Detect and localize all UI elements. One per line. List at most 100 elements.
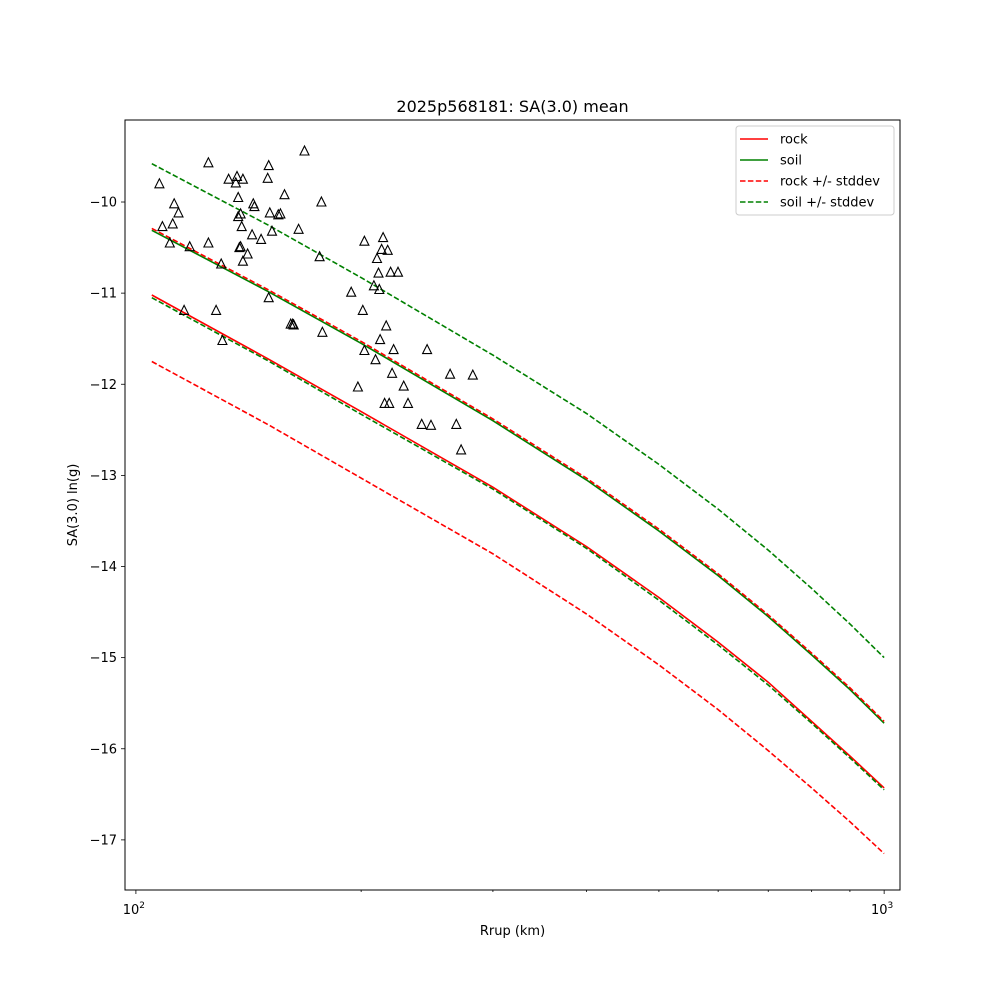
observation-marker (376, 243, 387, 254)
observation-marker (203, 236, 214, 248)
observation-marker (373, 266, 384, 278)
y-tick-label: −13 (90, 469, 117, 484)
observation-marker (210, 304, 222, 315)
observation-marker (293, 223, 304, 234)
observation-marker (357, 304, 369, 315)
x-tick-label-exponent: 3 (888, 901, 894, 911)
x-axis: 102 103 (123, 890, 893, 918)
observation-marker (235, 207, 246, 219)
observation-marker (184, 240, 196, 252)
observation-marker (266, 224, 278, 236)
observation-marker (236, 220, 248, 232)
observation-marker (237, 254, 249, 266)
observation-marker (178, 304, 190, 315)
series-line-1 (151, 229, 885, 724)
observation-marker (255, 233, 267, 244)
observation-marker (370, 353, 381, 365)
observation-marker (382, 244, 394, 255)
observation-marker (380, 319, 392, 331)
observation-marker (359, 344, 370, 356)
y-tick-label: −14 (90, 560, 117, 575)
legend-label: soil (780, 154, 802, 169)
observation-marker (467, 368, 479, 380)
observation-marker (388, 343, 399, 355)
observation-marker (279, 188, 290, 200)
observation-marker (377, 231, 389, 243)
y-axis: −10 −11 −12 −13 −14 −15 −16 −17 (90, 196, 125, 848)
observation-marker (168, 197, 180, 209)
series-line-2 (151, 227, 885, 722)
y-tick-label: −15 (90, 651, 117, 666)
y-tick-label: −17 (90, 833, 117, 848)
observation-marker (316, 195, 327, 207)
observation-marker (402, 397, 414, 408)
x-tick-label: 103 (871, 901, 893, 918)
y-axis-label: SA(3.0) ln(g) (66, 464, 81, 547)
observation-marker (203, 156, 214, 168)
y-tick-label: −10 (90, 196, 117, 211)
chart-title: 2025p568181: SA(3.0) mean (396, 97, 628, 116)
observation-marker (249, 200, 260, 212)
observation-marker (368, 279, 380, 291)
observation-marker (392, 265, 404, 277)
x-tick-label-base: 10 (871, 903, 888, 918)
plot-frame (124, 119, 901, 891)
observation-marker (385, 265, 396, 277)
observation-marker (235, 240, 246, 252)
legend-label: soil +/- stddev (780, 196, 875, 211)
observation-marker (264, 206, 276, 218)
plot-area (151, 144, 885, 855)
observation-marker (242, 247, 253, 259)
legend: rock soil rock +/- stddev soil +/- stddev (735, 125, 895, 216)
y-tick-label: −16 (90, 742, 117, 757)
observation-marker (317, 326, 328, 337)
observation-marker (215, 257, 227, 269)
observation-marker (232, 191, 244, 203)
observation-marker (314, 250, 325, 262)
observation-marker (237, 172, 249, 184)
observation-marker (386, 367, 398, 378)
observation-marker (173, 206, 184, 218)
observation-marker (263, 159, 275, 171)
observation-marker (455, 443, 467, 455)
legend-box (735, 125, 895, 216)
legend-label: rock (780, 133, 808, 148)
observation-marker (383, 397, 395, 408)
observation-marker (231, 170, 243, 182)
observation-marker (450, 418, 462, 429)
observation-marker (275, 207, 286, 219)
x-tick-label-base: 10 (123, 903, 140, 918)
observation-marker (246, 228, 258, 240)
observation-marker (425, 419, 437, 430)
observation-marker (272, 208, 284, 220)
series-line-0 (151, 294, 885, 789)
observation-marker (263, 291, 275, 303)
observation-marker (352, 380, 364, 392)
observation-marker (232, 210, 244, 222)
y-tick-label: −12 (90, 378, 117, 393)
observation-marker (154, 177, 165, 189)
observation-marker (359, 234, 370, 246)
x-tick-label: 102 (123, 901, 145, 918)
observation-marker (217, 334, 228, 346)
observation-marker (288, 318, 300, 330)
observation-marker (374, 333, 386, 345)
observation-marker (416, 418, 428, 429)
observation-marker (421, 343, 433, 355)
observation-marker (444, 367, 456, 379)
observation-marker (167, 217, 179, 229)
observation-marker (398, 379, 410, 391)
observation-marker (164, 236, 176, 248)
observation-marker (234, 241, 245, 253)
series-line-4 (151, 162, 885, 659)
legend-label: rock +/- stddev (780, 175, 880, 190)
observation-marker (157, 220, 168, 232)
x-axis-label: Rrup (km) (480, 924, 545, 939)
observation-marker (373, 283, 385, 295)
observation-marker (345, 285, 357, 297)
x-tick-label-exponent: 2 (139, 901, 145, 911)
observation-marker (230, 176, 242, 188)
observation-marker (262, 172, 274, 183)
observation-marker (223, 172, 234, 184)
